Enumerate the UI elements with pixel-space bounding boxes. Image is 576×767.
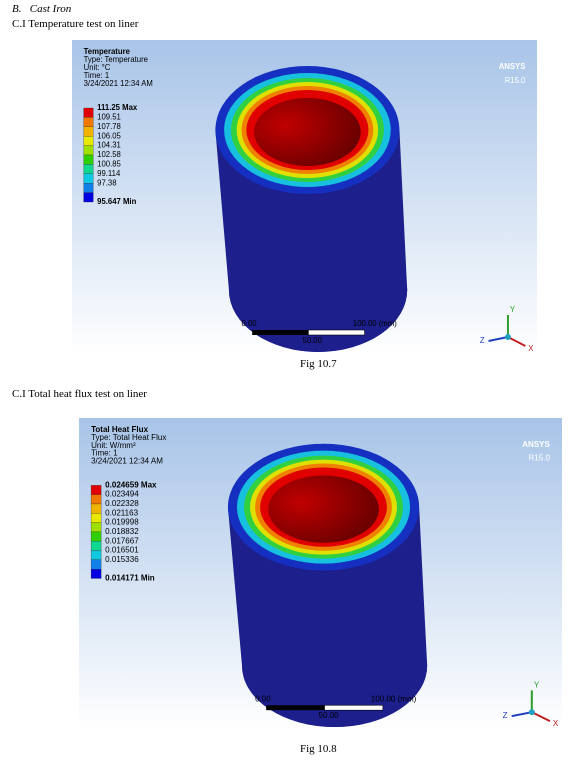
legend-min: 0.014171 Min: [105, 574, 155, 583]
legend-info: Type: Total Heat Flux: [91, 433, 166, 442]
scale-mid: 50.00: [303, 336, 323, 345]
legend-level: 99.114: [97, 169, 121, 178]
axis-label-x: X: [553, 719, 559, 728]
axis-label-y: Y: [510, 305, 516, 314]
cylinder-bottom-shade: [242, 604, 428, 728]
color-swatch: [90, 541, 102, 551]
legend-level: 106.05: [97, 131, 121, 140]
version: R15.0: [528, 454, 550, 463]
scale-black: [266, 705, 325, 711]
color-swatch: [83, 145, 94, 156]
cylinder-bottom-shade: [228, 228, 408, 352]
legend-info: Unit: °C: [84, 63, 111, 72]
color-swatch: [90, 485, 102, 495]
color-swatch: [83, 173, 94, 184]
scale-white: [324, 704, 384, 711]
legend-level: 104.31: [97, 141, 121, 150]
color-swatch: [83, 117, 94, 127]
version: R15.0: [505, 76, 526, 85]
figure-heading: C.I Temperature test on liner: [12, 18, 139, 30]
axis-label-z: Z: [503, 711, 508, 720]
axis-label-y: Y: [534, 681, 540, 690]
legend-info: Unit: W/mm²: [91, 441, 136, 450]
legend-level: 0.017667: [105, 536, 139, 545]
scale-white: [308, 329, 365, 336]
legend-level: 0.018832: [105, 527, 139, 536]
legend-info: 3/24/2021 12:34 AM: [84, 79, 153, 88]
legend-info: Time: 1: [91, 449, 118, 458]
color-swatch: [83, 154, 94, 165]
color-swatch: [90, 559, 102, 570]
color-swatch: [83, 192, 94, 203]
legend-level: 107.78: [97, 122, 121, 131]
axis-z: [488, 336, 509, 342]
legend-max: 111.25 Max: [97, 103, 138, 112]
color-swatch: [90, 522, 102, 533]
scale-start: 0.00: [255, 694, 271, 703]
legend-level: 0.015336: [105, 555, 139, 564]
color-swatch: [83, 126, 94, 137]
section-label: B.: [12, 3, 22, 15]
axis-label-x: X: [528, 344, 534, 353]
legend-level: 0.016501: [105, 546, 139, 555]
legend-level: 100.85: [97, 159, 121, 168]
color-swatch: [83, 183, 94, 193]
color-swatch: [83, 164, 94, 174]
scale-end: 100.00 (mm): [353, 319, 397, 328]
color-swatch: [90, 568, 102, 579]
color-swatch: [83, 136, 94, 146]
caption: Fig 10.7: [300, 358, 337, 370]
legend-level: 0.023494: [105, 490, 139, 499]
legend-info: Time: 1: [84, 71, 110, 80]
color-swatch: [90, 494, 102, 505]
axis-origin: [505, 334, 511, 340]
legend-level: 0.019998: [105, 518, 139, 527]
color-swatch: [83, 107, 94, 118]
section-title: Cast Iron: [29, 3, 72, 15]
axis-x: [507, 336, 526, 347]
axis-label-z: Z: [480, 336, 485, 345]
scale-mid: 50.00: [318, 711, 339, 720]
legend-level: 0.021163: [105, 508, 138, 517]
axis-x: [531, 711, 551, 722]
legend-level: 102.58: [97, 150, 121, 159]
axis-z: [511, 711, 533, 718]
scale-end: 100.00 (mm): [371, 694, 417, 703]
color-swatch: [90, 550, 102, 560]
legend-title: Temperature: [84, 47, 131, 56]
legend-level: 97.38: [97, 178, 117, 187]
scale-black: [252, 330, 309, 335]
legend-level: 109.51: [97, 112, 121, 121]
section-heading: B. Cast Iron: [12, 3, 71, 15]
legend-level: 0.022328: [105, 499, 139, 508]
bore: [268, 475, 379, 543]
legend-info: 3/24/2021 12:34 AM: [91, 457, 163, 466]
brand: ANSYS: [522, 440, 550, 449]
legend-min: 95.647 Min: [97, 197, 136, 206]
color-swatch: [90, 513, 102, 523]
bore: [254, 98, 361, 166]
color-swatch: [90, 531, 102, 542]
legend-max: 0.024659 Max: [105, 481, 157, 490]
brand: ANSYS: [499, 62, 526, 71]
legend-title: Total Heat Flux: [91, 425, 149, 434]
legend-info: Type: Temperature: [84, 55, 149, 64]
scale-start: 0.00: [242, 319, 258, 328]
axis-origin: [528, 709, 535, 716]
color-swatch: [90, 503, 102, 514]
caption: Fig 10.8: [300, 743, 337, 755]
figure-heading: C.I Total heat flux test on liner: [12, 388, 147, 400]
